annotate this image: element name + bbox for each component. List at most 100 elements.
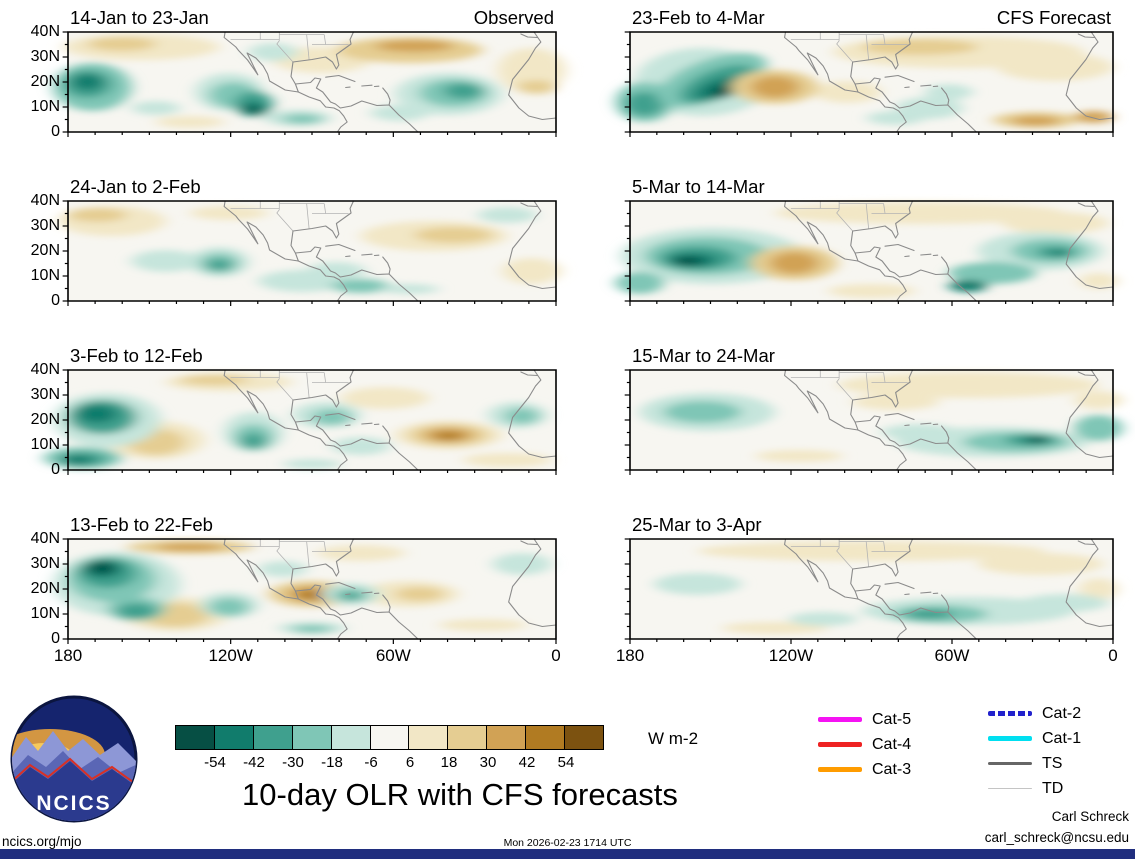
- coastline: [291, 539, 353, 599]
- coastline: [921, 423, 931, 424]
- anomaly-blob: [131, 250, 200, 272]
- anomaly-blob: [77, 405, 117, 423]
- state-border: [837, 210, 853, 231]
- coastline: [509, 32, 556, 120]
- olr-map: [630, 370, 1123, 470]
- anomaly-blob: [155, 116, 225, 128]
- coastline: [851, 539, 913, 599]
- panel-forecast-2: 5-Mar to 14-Mar: [615, 175, 1118, 301]
- coastline: [362, 592, 372, 593]
- anomaly-blob: [131, 101, 181, 115]
- legend-column-1: Cat-5 Cat-4 Cat-3: [818, 707, 911, 782]
- coastline: [521, 34, 538, 38]
- coastline: [855, 585, 976, 639]
- coastline: [383, 88, 390, 105]
- panel-title: 15-Mar to 24-Mar: [632, 345, 775, 366]
- anomaly-blob: [292, 625, 332, 633]
- legend-label: Cat-4: [872, 735, 912, 753]
- colorbar-segment: [565, 726, 603, 749]
- coastline: [509, 201, 556, 289]
- colorbar-segment: [409, 726, 449, 749]
- colorbar-segment: [176, 726, 215, 749]
- anomaly-blob: [1001, 212, 1109, 234]
- coastline: [295, 416, 417, 470]
- state-border: [307, 35, 309, 60]
- legend-item: Cat-2: [988, 701, 1081, 726]
- y-tick-label: 20N: [30, 73, 60, 90]
- coastline: [224, 32, 347, 132]
- y-tick-label: 40N: [30, 192, 60, 209]
- coastline: [383, 257, 390, 274]
- anomaly-blob: [1050, 250, 1070, 256]
- anomaly-blob: [1029, 437, 1047, 443]
- y-tick-label: 20N: [30, 580, 60, 597]
- x-tick-label: 180: [615, 646, 645, 665]
- x-tick-label: 120W: [208, 646, 253, 665]
- coastline: [383, 595, 390, 612]
- anomaly-blob: [282, 114, 322, 124]
- x-axis-left: 180 120W 60W 0: [54, 639, 561, 673]
- legend-line-swatch: [988, 762, 1032, 765]
- anomaly-blob: [282, 459, 342, 469]
- logo-text: NCICS: [36, 792, 111, 815]
- anomaly-blob: [63, 455, 93, 465]
- y-axis-labels: 40N 30N 20N 10N 0: [12, 530, 68, 647]
- colorbar-labels: -54 -42 -30 -18 -6 6 18 30 42 54: [175, 750, 604, 772]
- panel-observed-3: 40N 30N 20N 10N 0 3-Feb to 12-Feb: [12, 344, 556, 478]
- site-link: ncics.org/mjo: [2, 834, 82, 849]
- colorbar-tick-label: 18: [440, 754, 458, 771]
- coastline: [885, 76, 914, 82]
- coastline: [509, 539, 556, 627]
- coastline: [921, 592, 931, 593]
- coastline: [942, 595, 949, 612]
- anomaly-blob: [89, 562, 115, 574]
- y-tick-label: 30N: [30, 217, 60, 234]
- coastline: [362, 423, 372, 424]
- x-axis-right: 180 120W 60W 0: [616, 639, 1118, 673]
- anomaly-blob: [948, 262, 1036, 284]
- anomaly-blob: [861, 39, 978, 55]
- anomaly-blob: [712, 86, 732, 98]
- footer-panel: NCICS -54 -42 -30 -18 -6 6 18 30 42 54 W m-2 10-d…: [0, 673, 1135, 849]
- colorbar-tick-label: 54: [557, 754, 575, 771]
- column-label-forecast: CFS Forecast: [996, 7, 1111, 28]
- y-tick-label: 40N: [30, 530, 60, 547]
- coastline: [521, 203, 538, 207]
- anomaly-blob: [258, 561, 308, 577]
- panel-title: 25-Mar to 3-Apr: [632, 514, 762, 535]
- anomaly-blob: [297, 590, 327, 600]
- panel-title: 13-Feb to 22-Feb: [70, 514, 213, 535]
- olr-map: [53, 32, 566, 132]
- colorbar-segment: [448, 726, 488, 749]
- panel-title: 23-Feb to 4-Mar: [632, 7, 765, 28]
- state-border: [277, 41, 293, 62]
- x-tick-label: 0: [1108, 646, 1118, 665]
- y-tick-label: 40N: [30, 361, 60, 378]
- anomaly-blob: [341, 387, 430, 409]
- anomaly-blob: [1074, 111, 1113, 123]
- legend-item: TS: [988, 751, 1081, 776]
- state-border: [307, 542, 309, 567]
- legend-label: Cat-2: [1042, 704, 1082, 722]
- colorbar-tick-label: -6: [364, 754, 378, 771]
- colorbar-segments: [175, 725, 604, 750]
- anomaly-blob: [852, 394, 940, 410]
- coastline: [326, 414, 355, 420]
- coastline: [942, 257, 949, 274]
- coastline: [785, 370, 907, 470]
- coastline: [291, 370, 353, 430]
- olr-map: [615, 201, 1118, 301]
- coastline: [785, 32, 907, 132]
- coastline: [362, 85, 372, 86]
- column-label-observed: Observed: [473, 7, 554, 28]
- legend-line-swatch: [818, 767, 862, 772]
- anomaly-blob: [492, 553, 552, 575]
- anomaly-blob: [654, 573, 742, 595]
- coastline: [509, 370, 556, 458]
- credit-name: Carl Schreck: [1051, 809, 1129, 825]
- anomaly-blob: [697, 541, 1046, 561]
- state-border: [837, 548, 853, 569]
- anomaly-blob: [663, 401, 742, 423]
- coastline: [942, 88, 949, 105]
- state-border: [324, 542, 325, 552]
